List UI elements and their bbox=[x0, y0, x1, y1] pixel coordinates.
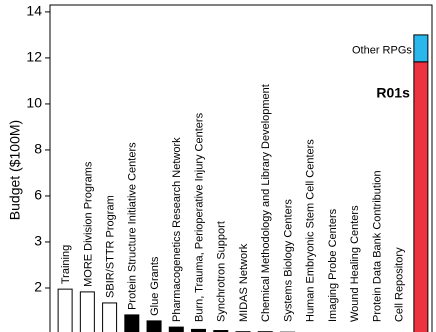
category-label: SBIR/STTR Program bbox=[104, 195, 116, 298]
y-tick-label: 2 bbox=[34, 279, 42, 295]
y-tick-label: 8 bbox=[34, 141, 42, 157]
plot-frame bbox=[49, 4, 433, 332]
category-label: Synchrotron Support bbox=[216, 221, 228, 322]
stacked-bar bbox=[413, 34, 429, 63]
category-label: Chemical Methodology and Library Develop… bbox=[260, 84, 272, 322]
series-label: Other RPGs bbox=[352, 44, 412, 56]
bar bbox=[168, 326, 184, 332]
series-label: R01s bbox=[376, 85, 410, 101]
category-label: Imaging Probe Centers bbox=[327, 208, 339, 322]
y-axis-label: Budget ($100M) bbox=[7, 120, 23, 220]
category-label: Human Embryonic Stem Cell Centers bbox=[305, 139, 317, 322]
bar bbox=[124, 314, 140, 332]
bar bbox=[146, 320, 162, 332]
category-label: Burn, Trauma, Perioperative Injury Cente… bbox=[193, 112, 205, 322]
category-label: Cell Repository bbox=[394, 247, 406, 322]
y-tick-label: 12 bbox=[26, 49, 42, 65]
category-label: Wound Healing Centers bbox=[349, 205, 361, 322]
category-label: Glue Grants bbox=[149, 256, 161, 316]
bar bbox=[102, 302, 118, 332]
stacked-bar bbox=[413, 61, 429, 332]
y-tick-label: 10 bbox=[26, 95, 42, 111]
category-label: Training bbox=[60, 245, 72, 284]
bar bbox=[213, 330, 229, 332]
category-label: MIDAS Network bbox=[238, 243, 250, 322]
category-label: Systems Biology Centers bbox=[282, 199, 294, 322]
category-label: Protein Structure Initiative Centers bbox=[127, 142, 139, 310]
category-label: MORE Division Programs bbox=[82, 161, 94, 287]
y-tick-label: 6 bbox=[34, 187, 42, 203]
bar bbox=[79, 291, 95, 332]
bar bbox=[57, 288, 73, 332]
category-label: Pharmacogenetics Research Network bbox=[171, 137, 183, 322]
category-label: Protein Data Bank Contribution bbox=[371, 170, 383, 322]
y-tick-label: 14 bbox=[26, 3, 42, 19]
y-tick-label: 3 bbox=[34, 233, 42, 249]
